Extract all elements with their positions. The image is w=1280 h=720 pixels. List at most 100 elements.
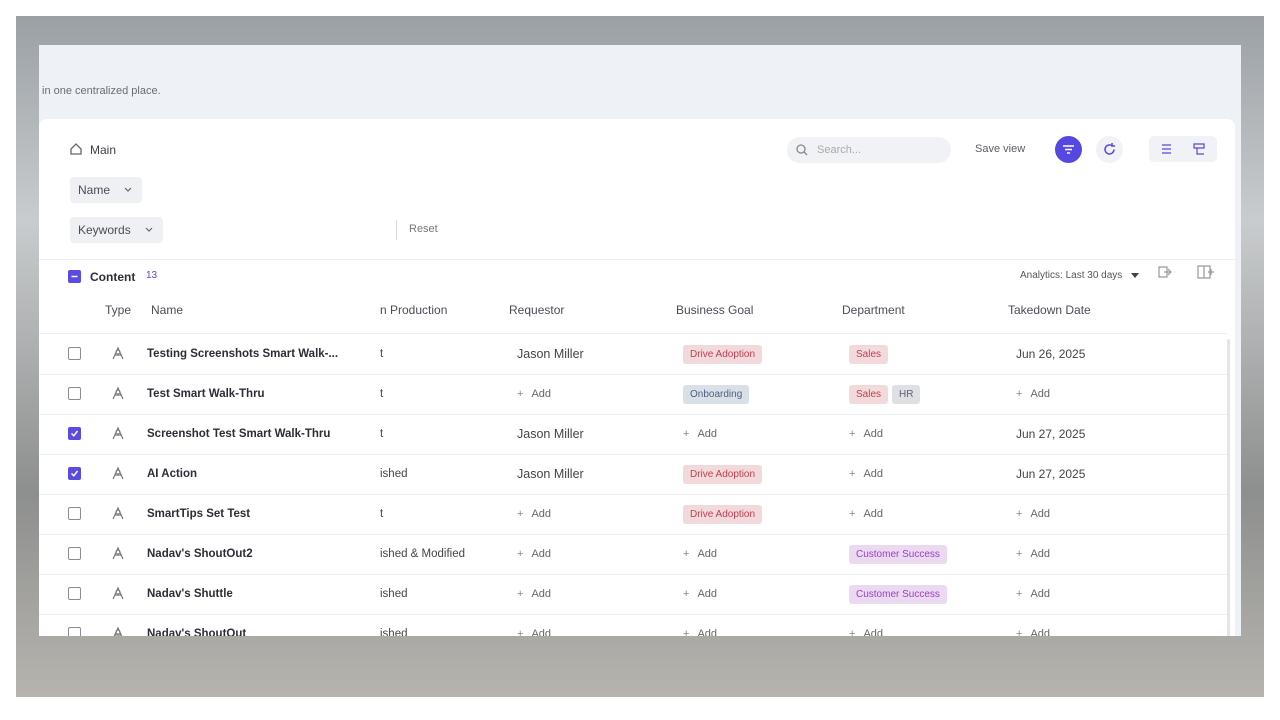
select-all-checkbox[interactable] [68,270,81,283]
table-row[interactable]: Nadav's ShoutOut ished + Add + Add + Add + Add [39,614,1227,636]
search-box[interactable]: Search... [787,137,951,163]
content-name[interactable]: AI Action [147,468,198,480]
content-name[interactable]: Testing Screenshots Smart Walk-... [147,348,339,360]
refresh-icon [1104,143,1115,155]
name-cell: Testing Screenshots Smart Walk-... [147,334,338,374]
content-name[interactable]: SmartTips Set Test [147,508,251,520]
add-label: Add [531,588,552,600]
dropdown-caret [1131,273,1139,278]
production-cell: ished & Modified [380,534,465,574]
add-button[interactable]: + Add [849,468,883,480]
type-icon [113,626,123,636]
refresh-button[interactable] [1096,136,1123,163]
name-cell: Test Smart Walk-Thru [147,374,265,414]
type-icon [112,466,124,480]
row-checkbox[interactable] [68,347,81,360]
column-header[interactable]: n Production [380,303,448,317]
department-cell: + Add [849,614,883,636]
save-view[interactable]: Save view [975,143,1026,155]
tag: Drive Adoption [683,344,763,364]
add-button[interactable]: + Add [1016,548,1050,560]
requestor-cell: Jason Miller [517,414,584,454]
add-label: Add [863,628,884,636]
add-button[interactable]: + Add [517,388,551,400]
production-status: t [380,508,384,520]
filter-button[interactable] [1055,136,1082,163]
add-button[interactable]: + Add [517,588,551,600]
add-button[interactable]: + Add [683,548,717,560]
production-status: t [380,428,384,440]
column-header[interactable]: Business Goal [676,303,754,317]
column-header[interactable]: Type [105,303,132,317]
type-icon [112,386,124,400]
production-status: ished [380,588,408,600]
production-status: ished [380,628,408,636]
background-frame: in one centralized place. Main Search...… [16,16,1264,697]
content-name[interactable]: Nadav's ShoutOut [147,628,247,636]
add-label: Add [697,548,718,560]
add-button[interactable]: + Add [1016,588,1050,600]
production-status: t [380,388,384,400]
breadcrumb[interactable]: Main [90,143,117,157]
add-plus: + [1016,548,1023,560]
filter-chip[interactable]: Name [70,177,143,203]
row-checkbox[interactable] [68,427,81,440]
tag: Customer Success [849,544,947,564]
takedown-cell: + Add [1016,494,1050,534]
table-row[interactable]: Screenshot Test Smart Walk-Thru t Jason Mi… [39,414,1227,455]
add-button[interactable]: + Add [1016,388,1050,400]
table-row[interactable]: Nadav's ShoutOut2 ished & Modified + Add + Ad… [39,534,1227,575]
table-row[interactable]: AI Action ished Jason Miller Drive Adoption… [39,454,1227,495]
content-name[interactable]: Nadav's Shuttle [147,588,233,600]
table-row[interactable]: Nadav's Shuttle ished + Add + Add Customer Suc… [39,574,1227,615]
add-button[interactable]: + Add [683,588,717,600]
add-button[interactable]: + Add [683,428,717,440]
content-count: 13 [146,270,158,281]
content-name[interactable]: Screenshot Test Smart Walk-Thru [147,428,331,440]
requestor-cell: + Add [517,494,551,534]
view-toggle[interactable] [1149,136,1217,162]
analytics-range[interactable]: Analytics: Last 30 days [1020,270,1123,281]
table-actions[interactable] [1156,263,1226,281]
row-checkbox[interactable] [68,387,81,400]
department-cell: + Add [849,454,883,494]
row-checkbox[interactable] [68,547,81,560]
tag: Sales [849,384,889,404]
add-button[interactable]: + Add [683,628,717,636]
add-button[interactable]: + Add [849,428,883,440]
add-button[interactable]: + Add [849,628,883,636]
add-button[interactable]: + Add [517,508,551,520]
column-header[interactable]: Department [842,303,905,317]
row-checkbox[interactable] [68,507,81,520]
add-label: Add [531,548,552,560]
add-button[interactable]: + Add [517,628,551,636]
takedown-date: Jun 26, 2025 [1016,347,1086,361]
content-name[interactable]: Nadav's ShoutOut2 [147,548,253,560]
production-status: ished [380,468,408,480]
add-label: Add [1030,548,1051,560]
row-checkbox[interactable] [68,467,81,480]
table-row[interactable]: SmartTips Set Test t + Add Drive Adoption + Ad… [39,494,1227,535]
requestor-cell: + Add [517,374,551,414]
column-header[interactable]: Requestor [509,303,565,317]
filter-icon [1063,145,1074,154]
reset-link[interactable]: Reset [409,223,438,235]
add-button[interactable]: + Add [517,548,551,560]
table-row[interactable]: Testing Screenshots Smart Walk-... t Jason… [39,334,1227,375]
add-plus: + [849,428,856,440]
name-cell: Nadav's Shuttle [147,574,233,614]
add-button[interactable]: + Add [1016,628,1050,636]
column-header[interactable]: Name [151,303,184,317]
add-button[interactable]: + Add [849,508,883,520]
row-checkbox[interactable] [68,627,81,636]
add-button[interactable]: + Add [1016,508,1050,520]
row-checkbox[interactable] [68,587,81,600]
check-mark [70,470,79,477]
production-cell: ished [380,454,408,494]
divider [396,220,397,240]
table-row[interactable]: Test Smart Walk-Thru t + Add Onboarding Sales… [39,374,1227,415]
content-name[interactable]: Test Smart Walk-Thru [147,388,265,400]
column-header[interactable]: Takedown Date [1008,303,1091,317]
add-label: Add [863,428,884,440]
filter-chip[interactable]: Keywords [70,217,163,243]
